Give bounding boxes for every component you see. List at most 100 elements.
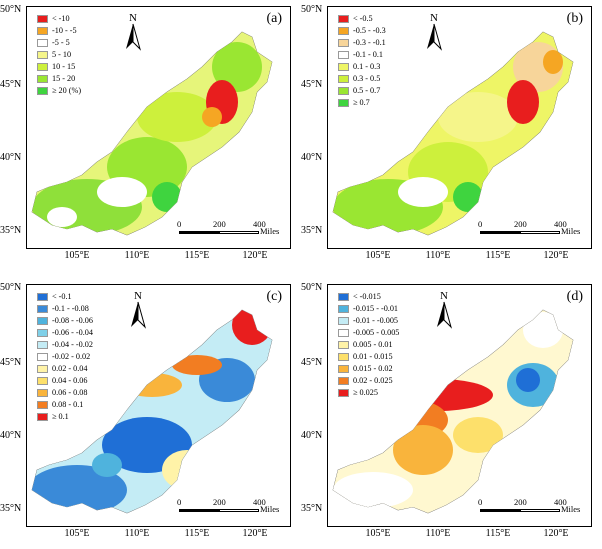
legend-label: 0.5 - 0.7 bbox=[353, 86, 381, 95]
lon-label: 105°E bbox=[64, 528, 90, 539]
lat-label: 35°N bbox=[0, 225, 22, 236]
legend-swatch bbox=[37, 365, 48, 374]
legend-item: 0.02 - 0.025 bbox=[338, 375, 399, 387]
legend-swatch bbox=[338, 365, 349, 374]
legend-item: < -0.5 bbox=[338, 13, 386, 25]
legend-item: < -10 bbox=[37, 13, 81, 25]
legend-label: 0.01 - 0.015 bbox=[353, 352, 393, 361]
panel-label: (c) bbox=[266, 289, 282, 304]
legend-item: < -0.1 bbox=[37, 291, 93, 303]
scale-bar: 0 200 400 Miles bbox=[177, 497, 287, 521]
legend-item: -0.015 - -0.01 bbox=[338, 303, 399, 315]
legend-item: -0.5 - -0.3 bbox=[338, 25, 386, 37]
lon-label: 115°E bbox=[485, 528, 511, 539]
legend-item: -0.04 - -0.02 bbox=[37, 339, 93, 351]
legend-label: 0.06 - 0.08 bbox=[52, 388, 88, 397]
scale-bar: 0 200 400 Miles bbox=[177, 219, 287, 243]
region-map bbox=[332, 309, 574, 514]
legend-item: -5 - 5 bbox=[37, 37, 81, 49]
scale-label: 200 bbox=[213, 497, 226, 507]
legend-label: < -0.1 bbox=[52, 292, 72, 301]
scale-unit: Miles bbox=[561, 504, 581, 514]
legend: < -0.1 -0.1 - -0.08 -0.08 - -0.06 -0.06 - -… bbox=[37, 291, 93, 423]
panel-a: 50°N 45°N 40°N 35°N < -10 -10 - -5 -5 - 5 5… bbox=[0, 0, 301, 272]
scale-label: 400 bbox=[253, 219, 266, 229]
scale-label: 400 bbox=[554, 497, 567, 507]
legend-item: 0.04 - 0.06 bbox=[37, 375, 93, 387]
legend-label: -0.1 - -0.08 bbox=[52, 304, 89, 313]
lat-label: 35°N bbox=[0, 503, 22, 514]
map-frame: < -0.015 -0.015 - -0.01 -0.01 - -0.005 -0.0… bbox=[327, 284, 592, 527]
legend-item: < -0.015 bbox=[338, 291, 399, 303]
legend-swatch bbox=[338, 39, 349, 48]
lon-label: 110°E bbox=[425, 528, 451, 539]
legend-swatch bbox=[338, 293, 349, 302]
legend-label: ≥ 20 (%) bbox=[52, 86, 82, 95]
scale-label: 200 bbox=[514, 497, 527, 507]
lon-label: 105°E bbox=[64, 250, 90, 261]
legend-swatch bbox=[338, 15, 349, 24]
legend-label: -0.005 - 0.005 bbox=[353, 328, 400, 337]
panel-label: (a) bbox=[266, 11, 282, 26]
lat-label: 50°N bbox=[0, 282, 22, 293]
legend-label: -0.5 - -0.3 bbox=[353, 26, 386, 35]
legend-label: 10 - 15 bbox=[52, 62, 76, 71]
scale-label: 400 bbox=[253, 497, 266, 507]
legend-label: 0.02 - 0.025 bbox=[353, 376, 393, 385]
scale-unit: Miles bbox=[260, 504, 280, 514]
legend-item: -10 - -5 bbox=[37, 25, 81, 37]
scale-bar: 0 200 400 Miles bbox=[478, 497, 588, 521]
map-frame: < -10 -10 - -5 -5 - 5 5 - 10 10 - 15 15 - 20 ≥… bbox=[26, 6, 291, 249]
north-arrow-icon: N bbox=[437, 290, 452, 329]
legend-swatch bbox=[338, 377, 349, 386]
scale-label: 0 bbox=[478, 219, 483, 229]
legend-swatch bbox=[37, 353, 48, 362]
panel-c: 50°N 45°N 40°N 35°N < -0.1 -0.1 - -0.08 -0… bbox=[0, 278, 301, 549]
legend-swatch bbox=[37, 329, 48, 338]
lat-label: 40°N bbox=[301, 152, 323, 163]
lat-label: 50°N bbox=[301, 282, 323, 293]
scale-unit: Miles bbox=[561, 226, 581, 236]
legend-label: 0.3 - 0.5 bbox=[353, 74, 381, 83]
legend-swatch bbox=[37, 27, 48, 36]
lon-label: 110°E bbox=[124, 528, 150, 539]
legend: < -10 -10 - -5 -5 - 5 5 - 10 10 - 15 15 - 20 ≥… bbox=[37, 13, 81, 97]
scale-label: 200 bbox=[514, 219, 527, 229]
legend-item: -0.1 - -0.08 bbox=[37, 303, 93, 315]
legend-swatch bbox=[37, 389, 48, 398]
lat-label: 35°N bbox=[301, 225, 323, 236]
lat-label: 50°N bbox=[301, 4, 323, 15]
legend-label: -0.01 - -0.005 bbox=[353, 316, 399, 325]
legend-label: < -0.5 bbox=[353, 14, 373, 23]
scale-label: 0 bbox=[177, 497, 182, 507]
lat-label: 45°N bbox=[301, 79, 323, 90]
scale-label: 200 bbox=[213, 219, 226, 229]
lat-label: 45°N bbox=[301, 357, 323, 368]
legend-item: 15 - 20 bbox=[37, 73, 81, 85]
panel-label: (d) bbox=[566, 289, 583, 304]
legend-item: 0.3 - 0.5 bbox=[338, 73, 386, 85]
scale-label: 0 bbox=[478, 497, 483, 507]
lon-label: 120°E bbox=[543, 528, 569, 539]
legend-label: ≥ 0.025 bbox=[353, 388, 378, 397]
legend-swatch bbox=[37, 413, 48, 422]
legend-label: 15 - 20 bbox=[52, 74, 76, 83]
legend-swatch bbox=[338, 27, 349, 36]
legend-swatch bbox=[338, 389, 349, 398]
lon-label: 110°E bbox=[124, 250, 150, 261]
lat-label: 45°N bbox=[0, 79, 22, 90]
north-arrow-icon: N bbox=[427, 12, 442, 51]
lat-label: 40°N bbox=[301, 430, 323, 441]
legend: < -0.015 -0.015 - -0.01 -0.01 - -0.005 -0.0… bbox=[338, 291, 399, 399]
scale-label: 400 bbox=[554, 219, 567, 229]
lon-label: 120°E bbox=[242, 250, 268, 261]
legend-swatch bbox=[37, 87, 48, 96]
legend-swatch bbox=[338, 329, 349, 338]
lon-label: 120°E bbox=[543, 250, 569, 261]
map-frame: < -0.1 -0.1 - -0.08 -0.08 - -0.06 -0.06 - -… bbox=[26, 284, 291, 527]
legend-swatch bbox=[37, 317, 48, 326]
legend-swatch bbox=[37, 305, 48, 314]
panel-b: 50°N 45°N 40°N 35°N < -0.5 -0.5 - -0.3 -0.… bbox=[301, 0, 602, 272]
lon-label: 105°E bbox=[365, 250, 391, 261]
legend-swatch bbox=[37, 39, 48, 48]
